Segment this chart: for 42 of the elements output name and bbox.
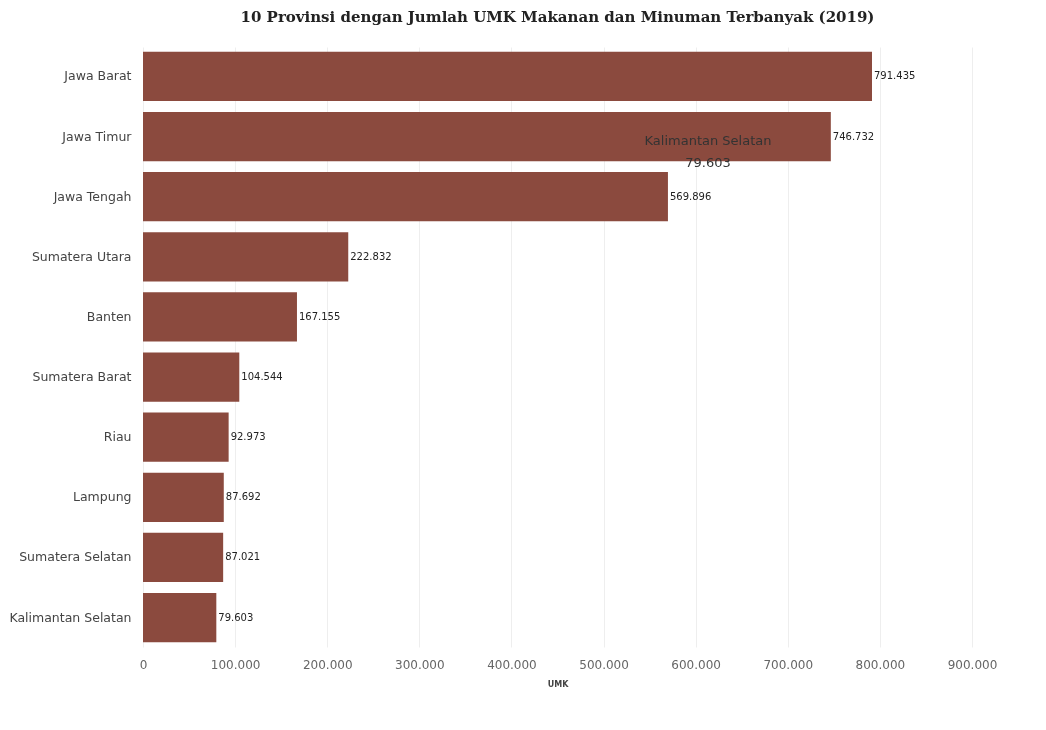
x-tick-label: 900.000 bbox=[947, 657, 998, 672]
x-tick-label: 700.000 bbox=[763, 657, 814, 672]
y-tick-label: Sumatera Barat bbox=[32, 369, 132, 385]
bar bbox=[143, 352, 240, 402]
chart-title: 10 Provinsi dengan Jumlah UMK Makanan dan Minuman Terbanyak (2019) bbox=[240, 8, 875, 26]
bar bbox=[143, 292, 297, 342]
bar bbox=[143, 412, 229, 462]
data-label: 222.832 bbox=[350, 250, 392, 262]
x-tick-label: 300.000 bbox=[395, 657, 445, 672]
data-label: 87.692 bbox=[225, 491, 261, 503]
y-tick-label: Sumatera Utara bbox=[31, 248, 132, 264]
y-tick-label: Jawa Timur bbox=[61, 128, 133, 144]
y-tick-label: Riau bbox=[103, 429, 132, 445]
y-tick-label: Jawa Tengah bbox=[52, 188, 132, 204]
x-tick-label: 0 bbox=[139, 657, 148, 672]
x-tick-label: 500.000 bbox=[579, 657, 629, 672]
x-tick-label: 100.000 bbox=[210, 657, 261, 672]
bar bbox=[143, 172, 668, 222]
x-axis-title: UMK bbox=[547, 679, 570, 689]
bar bbox=[143, 592, 217, 643]
x-tick-label: 600.000 bbox=[671, 657, 721, 672]
bar bbox=[143, 51, 872, 102]
x-tick-label: 800.000 bbox=[855, 657, 906, 672]
x-tick-label: 200.000 bbox=[302, 657, 353, 672]
data-label: 569.896 bbox=[669, 190, 712, 202]
x-tick-label: 400.000 bbox=[487, 657, 537, 672]
y-tick-label: Kalimantan Selatan bbox=[9, 609, 132, 625]
data-label: 92.973 bbox=[230, 431, 266, 443]
y-tick-label: Jawa Barat bbox=[63, 68, 132, 84]
data-label: 746.732 bbox=[832, 130, 875, 142]
y-tick-label: Banten bbox=[86, 308, 132, 324]
bar bbox=[143, 472, 224, 522]
data-label: 87.021 bbox=[225, 551, 261, 563]
data-label: 167.155 bbox=[298, 310, 341, 322]
data-label: 791.435 bbox=[874, 70, 916, 82]
y-tick-label: Lampung bbox=[72, 489, 132, 505]
bar bbox=[143, 532, 224, 583]
annotation: Kalimantan Selatan bbox=[644, 133, 772, 148]
bar bbox=[143, 232, 349, 282]
data-label: 79.603 bbox=[218, 611, 254, 623]
y-tick-label: Sumatera Selatan bbox=[19, 549, 132, 565]
data-label: 104.544 bbox=[241, 371, 283, 383]
